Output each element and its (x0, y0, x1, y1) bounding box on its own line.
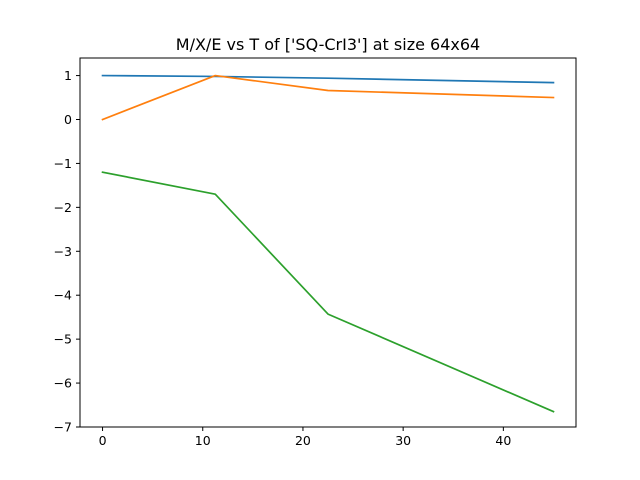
y-tick-label: −3 (54, 244, 72, 259)
y-tick-label: −1 (54, 156, 72, 171)
y-tick-label: −4 (54, 288, 72, 303)
y-axis: 1 0 −1 −2 −3 −4 −5 −6 −7 (54, 68, 80, 435)
y-tick-label: 1 (64, 68, 72, 83)
plot-frame (79, 57, 577, 428)
series-line-2 (101, 74, 555, 121)
y-tick-label: 0 (64, 112, 72, 127)
x-tick-label: 20 (295, 433, 311, 448)
y-tick-label: −7 (54, 420, 72, 435)
series-line-3 (101, 171, 555, 413)
chart-title: M/X/E vs T of ['SQ-CrI3'] at size 64x64 (176, 35, 480, 54)
x-axis: 0 10 20 30 40 (99, 427, 511, 448)
y-tick-label: −2 (54, 200, 72, 215)
x-tick-label: 30 (395, 433, 411, 448)
series-line-1 (101, 74, 555, 84)
y-tick-label: −6 (54, 376, 72, 391)
x-tick-label: 10 (195, 433, 211, 448)
x-tick-label: 40 (495, 433, 511, 448)
x-tick-label: 0 (99, 433, 107, 448)
y-tick-label: −5 (54, 332, 72, 347)
series-layer (101, 74, 555, 413)
